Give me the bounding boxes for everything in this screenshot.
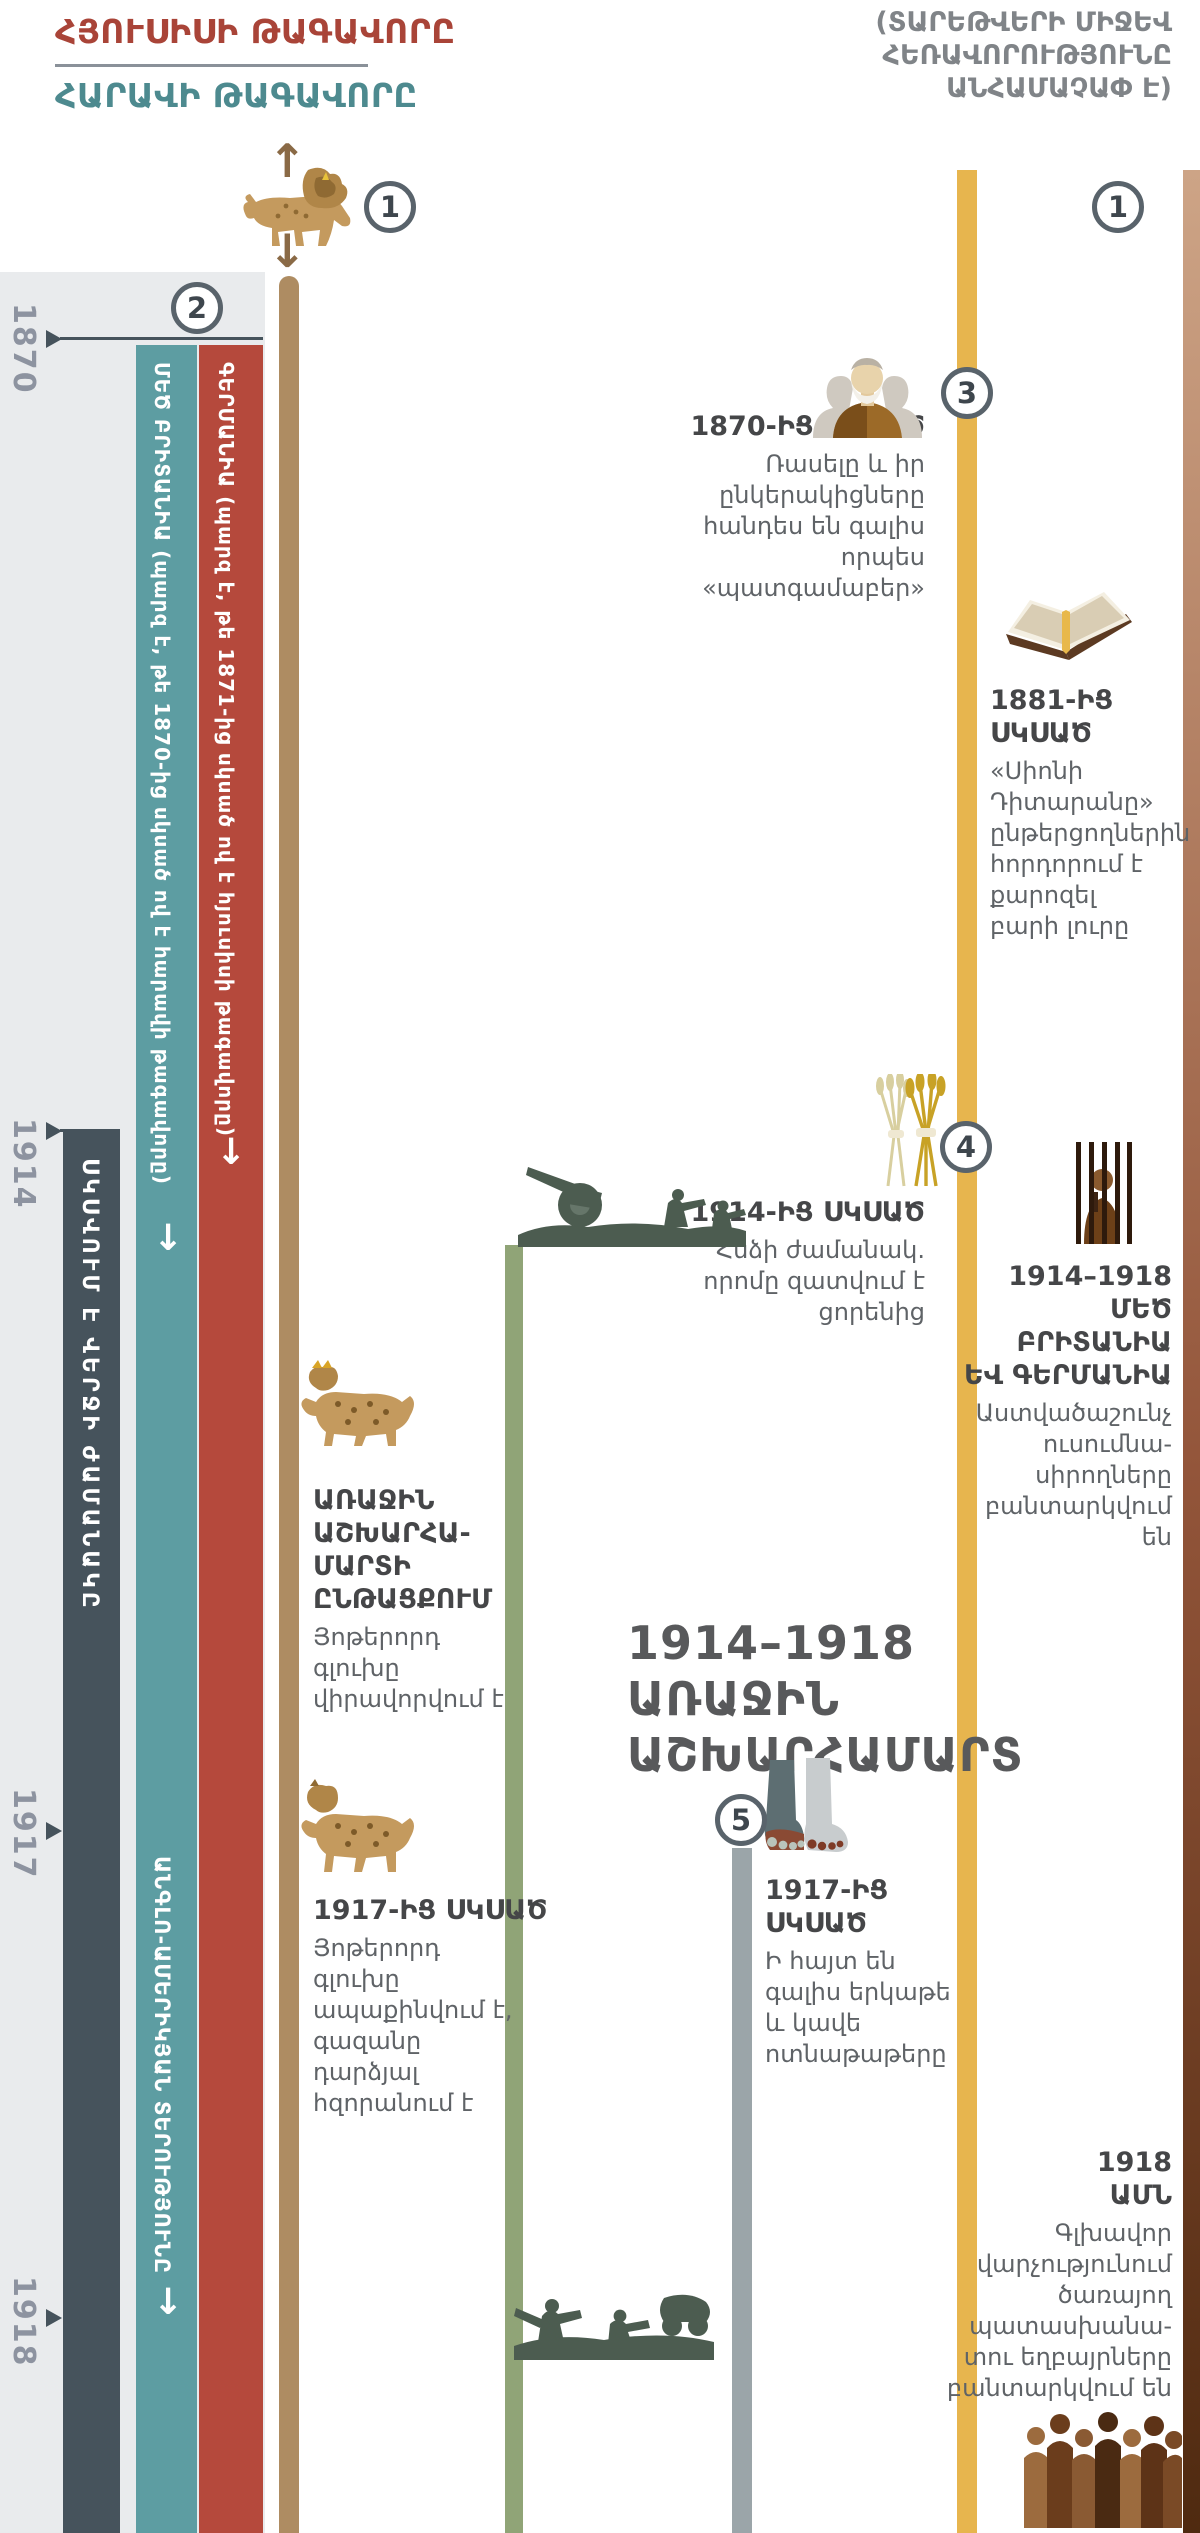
prisoner-bars-icon (1076, 1142, 1132, 1244)
year-label-1918: 1918 (6, 2276, 41, 2368)
event-1918-body: Գլխավոր վարչությունում ծառայող պատասխանա… (946, 2219, 1172, 2402)
year-1914-marker-icon (46, 1122, 62, 1140)
germany-bar (199, 345, 263, 2533)
cannon-soldiers-2-icon (514, 2294, 714, 2360)
header-note-line: ՀԵՌԱՎՈՐՈՒԹՅՈՒՆԸ (882, 40, 1172, 71)
event-1917-feet: 1917-ԻՑ ՍԿՍԱԾ Ի հայտ են գալիս երկաթե և կ… (765, 1874, 985, 2070)
britain-bar (136, 345, 197, 2533)
year-1917-marker-icon (46, 1822, 62, 1840)
event-1918-title: 1918 ԱՄՆ (1096, 2147, 1172, 2211)
event-1914-body: Հնձի ժամանակ. որոմը զատվում է ցորենից (703, 1236, 925, 1326)
leopard-wounded-icon (301, 1360, 414, 1446)
header-south-king: ՀԱՐԱՎԻ ԹԱԳԱՎՈՐԸ (55, 76, 418, 115)
germany-bar-arrow-icon: ↓ (216, 1132, 247, 1173)
event-1881-body: «Սիոնի Դիտարանը» ընթերցողներին հորդորում… (990, 757, 1191, 940)
anglo-american-bar-arrow-icon: ↓ (153, 2282, 184, 2323)
event-ww-right: 1914–1918 ՄԵԾ ԲՐԻՏԱՆԻԱ ԵՎ ԳԵՐՄԱՆԻԱ Աստվա… (952, 1260, 1172, 1553)
event-1870-body: Ռասելը և իր ընկերակիցները հանդես են գալի… (702, 450, 925, 602)
marker-circle-3: 3 (941, 367, 993, 419)
event-leopard1-body: Յոթերորդ գլուխը վիրավորվում է (313, 1623, 504, 1713)
anglo-american-bar-label: ԱՆԳԼՈ-ԱՄԵՐԻԿՅԱՆ ՏԵՐՈՒԹՅՈՒՆԸ (150, 1856, 174, 2275)
leopard-healed-icon (301, 1779, 414, 1872)
britain-bar-arrow-icon: ↓ (153, 1218, 184, 1259)
marker-circle-5: 5 (715, 1794, 767, 1846)
header-note: (ՏԱՐԵԹՎԵՐԻ ՄԻՋԵՎ ՀԵՌԱՎՈՐՈՒԹՅՈՒՆԸ ԱՆՀԱՄԱՉ… (772, 6, 1172, 105)
year-label-1917: 1917 (6, 1788, 41, 1880)
lion-beast-icon (243, 167, 351, 246)
event-ww-right-body: Աստվածաշունչ ուսումնա- սիրողները բանտարկ… (975, 1399, 1172, 1551)
open-book-icon (1006, 592, 1132, 660)
event-1917-feet-title: 1917-ԻՑ ՍԿՍԱԾ (765, 1875, 889, 1939)
beast-up-arrow-icon: ↑ (268, 134, 307, 188)
event-ww-right-title: 1914–1918 ՄԵԾ ԲՐԻՏԱՆԻԱ ԵՎ ԳԵՐՄԱՆԻԱ (964, 1261, 1172, 1391)
header-north-king: ՀՅՈՒՍԻՍԻ ԹԱԳԱՎՈՐԸ (55, 12, 456, 51)
event-1917-leopard-body: Յոթերորդ գլուխը ապաքինվում է, գազանը դար… (313, 1934, 513, 2117)
marker-circle-1-left: 1 (364, 181, 416, 233)
year-label-1870: 1870 (6, 303, 41, 395)
event-leopard1: ԱՌԱՋԻՆ ԱՇԽԱՐՀԱ- ՄԱՐՏԻ ԸՆԹԱՑՔՈՒՄ Յոթերորդ… (313, 1484, 583, 1715)
event-1917-feet-body: Ի հայտ են գալիս երկաթե և կավե ոտնաթաթերը (765, 1947, 951, 2068)
event-leopard1-title: ԱՌԱՋԻՆ ԱՇԽԱՐՀԱ- ՄԱՐՏԻ ԸՆԹԱՑՔՈՒՄ (313, 1485, 493, 1615)
cannon-soldiers-icon (518, 1167, 746, 1247)
time-of-end-bar-label: ՍԿՍՎՈՒՄ Է ՎԵՐՋԻ ԺԱՄԱՆԱԿԸ (77, 1158, 102, 1612)
gold-timeline-bar (957, 170, 977, 2533)
header-divider (55, 64, 368, 67)
event-1917-leopard: 1917-ԻՑ ՍԿՍԱԾ Յոթերորդ գլուխը ապաքինվում… (313, 1894, 583, 2119)
event-1881: 1881-ԻՑ ՍԿՍԱԾ «Սիոնի Դիտարանը» ընթերցողն… (990, 684, 1190, 942)
marker-circle-2: 2 (171, 282, 223, 334)
britain-bar-label: ՄԵԾ ԲՐԻՏԱՆԻԱ (պարզ է, թե 1870-ից սկսած ո… (150, 362, 174, 1185)
event-1917-leopard-title: 1917-ԻՑ ՍԿՍԱԾ (313, 1895, 548, 1926)
event-1870: 1870-ԻՑ ՍԿՍԱԾ Ռասելը և իր ընկերակիցները … (660, 410, 925, 604)
year-1918-marker-icon (46, 2309, 62, 2327)
wheat-sheaves-icon (876, 1074, 946, 1187)
year-1870-marker-icon (46, 330, 62, 348)
header-note-line: (ՏԱՐԵԹՎԵՐԻ ՄԻՋԵՎ (875, 7, 1172, 38)
event-1881-title: 1881-ԻՑ ՍԿՍԱԾ (990, 685, 1114, 749)
marker-circle-1-right: 1 (1092, 181, 1144, 233)
crowd-silhouette-icon (1024, 2412, 1182, 2528)
iron-clay-feet-icon (764, 1758, 848, 1852)
header-note-line: ԱՆՀԱՄԱՉԱՓ Է) (946, 73, 1172, 104)
russell-group-icon (813, 358, 922, 438)
beast-tan-timeline-bar (279, 276, 299, 2533)
year-1870-line (60, 337, 263, 340)
marker-circle-4: 4 (940, 1121, 992, 1173)
year-label-1914: 1914 (6, 1118, 41, 1210)
feet-gray-bar (732, 1848, 752, 2533)
time-of-end-bar (63, 1131, 120, 2533)
sage-ww1-bar (505, 1245, 523, 2533)
year-1914-line (60, 1129, 120, 1132)
germany-bar-label: ԳԵՐՄԱՆԻԱ (պարզ է, թե 1871-ից սկսած ով է … (214, 362, 238, 1137)
event-1918: 1918 ԱՄՆ Գլխավոր վարչությունում ծառայող … (932, 2146, 1172, 2404)
right-brown-timeline-bar (1183, 170, 1200, 2533)
